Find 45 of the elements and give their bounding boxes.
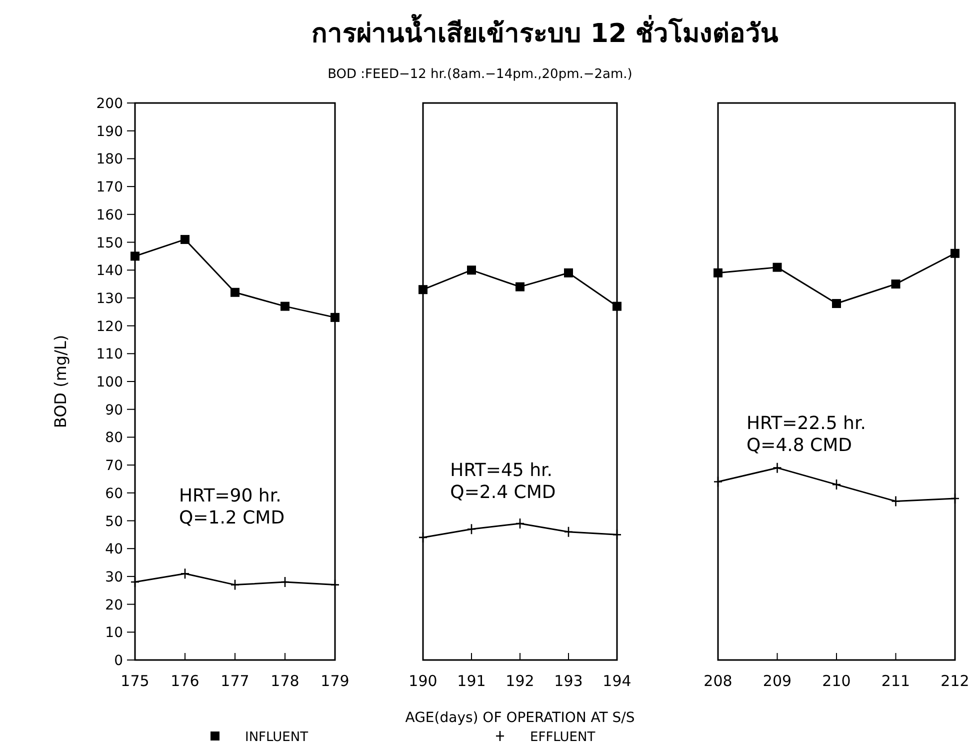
x-tick-label: 192 [506, 672, 534, 690]
legend-label: EFFLUENT [530, 730, 596, 745]
x-tick-label: 177 [220, 672, 250, 690]
chart-subtitle: BOD :FEED−12 hr.(8am.−14pm.,20pm.−2am.) [328, 67, 632, 82]
x-tick-label: 175 [120, 672, 150, 690]
y-tick-label: 120 [96, 318, 123, 335]
x-tick-label: 209 [762, 672, 792, 690]
x-tick-label: 212 [940, 672, 970, 690]
y-tick-label: 80 [105, 430, 123, 446]
y-tick-label: 100 [96, 374, 123, 390]
y-tick-label: 10 [105, 625, 123, 642]
chart-title: การผ่านน้ำเสียเข้าระบบ 12 ชั่วโมงต่อวัน [311, 13, 779, 49]
annotation: HRT=45 hr. Q=2.4 CMD [450, 460, 556, 504]
y-tick-label: 170 [96, 180, 123, 196]
x-axis-title: AGE(days) OF OPERATION AT S/S [405, 710, 635, 726]
y-tick-label: 160 [96, 207, 123, 224]
y-tick-label: 70 [105, 458, 123, 474]
y-tick-label: 200 [96, 96, 123, 112]
y-tick-label: 180 [96, 152, 123, 168]
annotation: HRT=22.5 hr. Q=4.8 CMD [746, 412, 866, 456]
y-tick-label: 190 [96, 124, 123, 140]
x-tick-label: 178 [270, 672, 300, 690]
y-tick-label: 140 [96, 263, 123, 280]
x-tick-label: 179 [320, 672, 350, 690]
legend-label: INFLUENT [245, 730, 308, 745]
x-tick-label: 211 [881, 672, 910, 690]
y-axis-title: BOD (mg/L) [51, 334, 70, 428]
x-tick-label: 208 [704, 672, 732, 690]
annotation: HRT=90 hr. Q=1.2 CMD [179, 485, 285, 528]
y-tick-label: 110 [96, 346, 123, 363]
y-tick-label: 40 [105, 542, 123, 558]
y-tick-label: 30 [105, 569, 123, 586]
x-tick-label: 194 [602, 672, 632, 690]
x-tick-label: 176 [170, 672, 200, 690]
x-tick-label: 190 [408, 672, 438, 690]
x-tick-label: 210 [822, 672, 851, 690]
y-tick-label: 90 [105, 402, 123, 418]
y-tick-label: 130 [96, 290, 123, 307]
y-tick-label: 60 [105, 486, 123, 502]
y-tick-label: 20 [105, 597, 123, 614]
y-tick-label: 150 [96, 235, 123, 252]
y-tick-label: 0 [114, 653, 123, 669]
x-tick-label: 193 [554, 672, 583, 690]
x-tick-label: 191 [457, 672, 486, 690]
y-tick-label: 50 [105, 514, 123, 530]
